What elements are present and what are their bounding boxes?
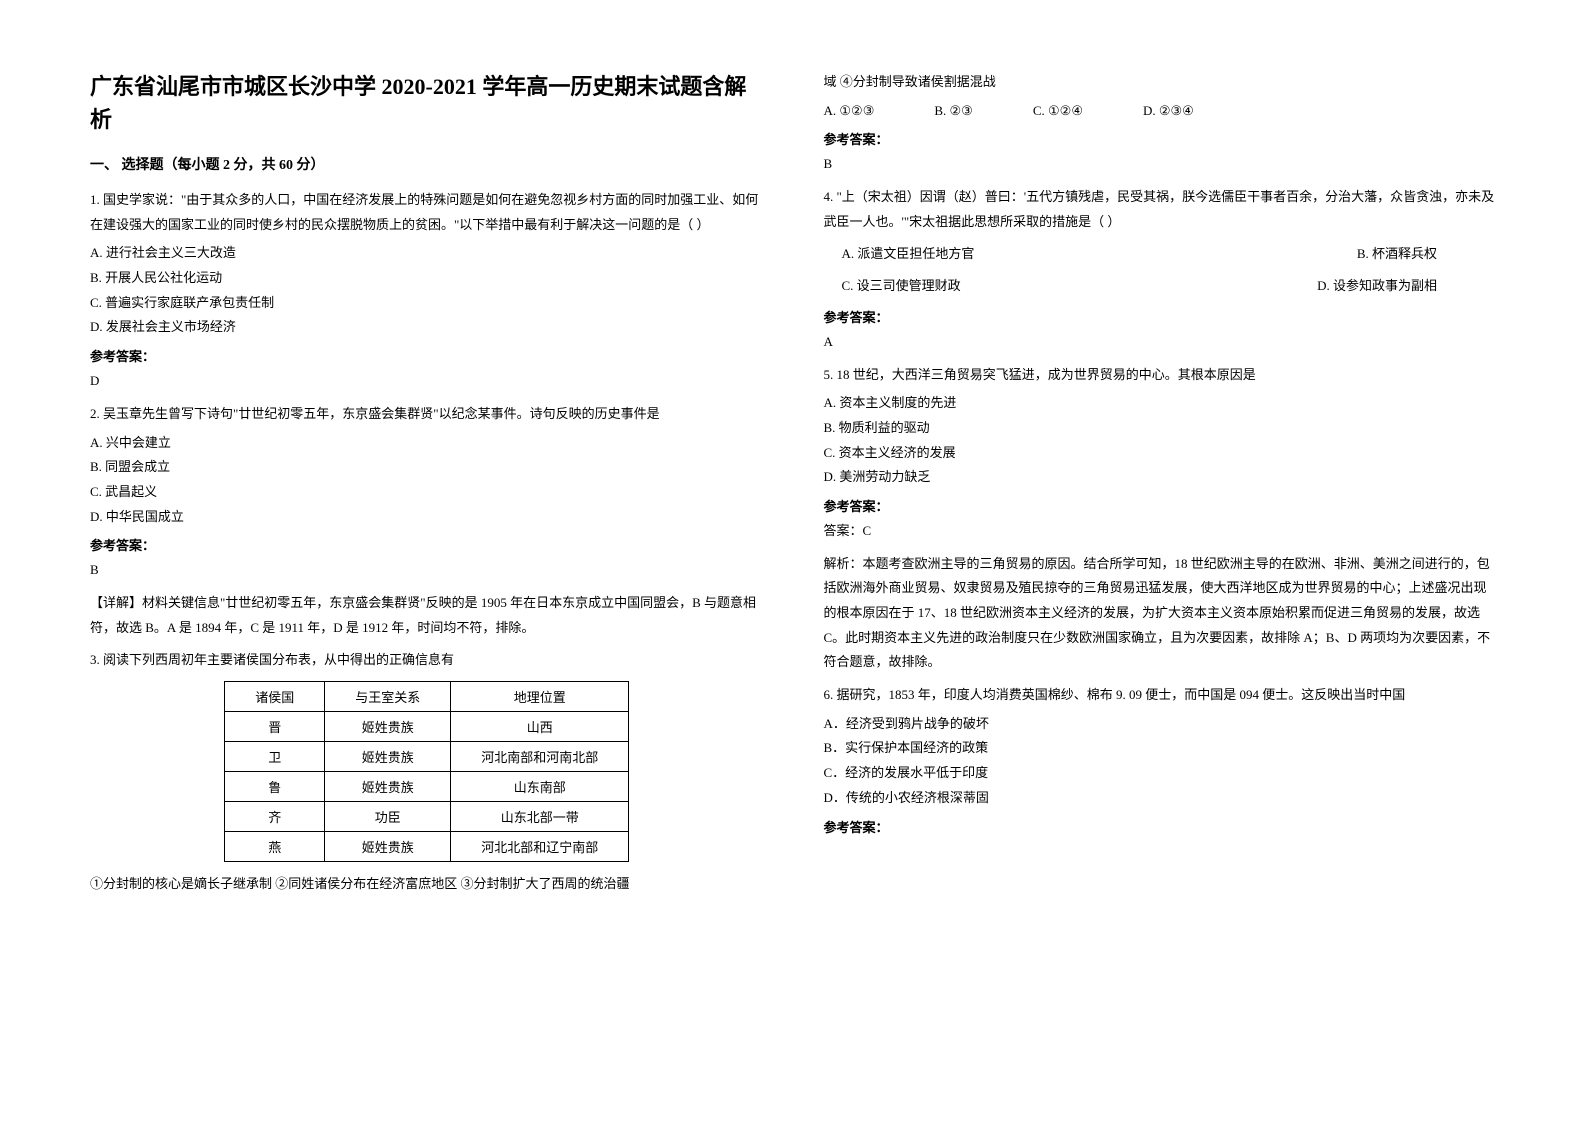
q3-option-a: A. ①②③ (824, 99, 875, 124)
q5-option-a: A. 资本主义制度的先进 (824, 391, 1498, 416)
q3-answer-label: 参考答案： (824, 129, 1498, 148)
q4-answer-label: 参考答案： (824, 307, 1498, 326)
left-column: 广东省汕尾市市城区长沙中学 2020-2021 学年高一历史期末试题含解析 一、… (90, 70, 764, 901)
table-cell: 姬姓贵族 (325, 712, 451, 742)
q2-answer-label: 参考答案： (90, 535, 764, 554)
q6-stem: 6. 据研究，1853 年，印度人均消费英国棉纱、棉布 9. 09 便士，而中国… (824, 683, 1498, 708)
table-header: 地理位置 (451, 682, 629, 712)
q5-explanation: 解析：本题考查欧洲主导的三角贸易的原因。结合所学可知，18 世纪欧洲主导的在欧洲… (824, 552, 1498, 675)
q6-option-d: D．传统的小农经济根深蒂固 (824, 786, 1498, 811)
q3-answer: B (824, 152, 1498, 177)
q4-stem: 4. "上（宋太祖）因谓（赵）普曰：'五代方镇残虐，民受其祸，朕今选儒臣干事者百… (824, 185, 1498, 234)
q4-option-a: A. 派遣文臣担任地方官 (842, 238, 975, 269)
table-cell: 山西 (451, 712, 629, 742)
q4-row1: A. 派遣文臣担任地方官 B. 杯酒释兵权 (824, 238, 1498, 269)
q3-continue: 域 ④分封制导致诸侯割据混战 (824, 70, 1498, 95)
q4-row2: C. 设三司使管理财政 D. 设参知政事为副相 (824, 270, 1498, 301)
q4-option-c: C. 设三司使管理财政 (842, 270, 961, 301)
document-title: 广东省汕尾市市城区长沙中学 2020-2021 学年高一历史期末试题含解析 (90, 70, 764, 136)
table-cell: 河北南部和河南北部 (451, 742, 629, 772)
table-cell: 姬姓贵族 (325, 832, 451, 862)
table-cell: 山东北部一带 (451, 802, 629, 832)
q1-option-b: B. 开展人民公社化运动 (90, 266, 764, 291)
q2-answer: B (90, 558, 764, 583)
q5-answer: 答案：C (824, 519, 1498, 544)
q3-stem: 3. 阅读下列西周初年主要诸侯国分布表，从中得出的正确信息有 (90, 648, 764, 673)
table-cell: 晋 (225, 712, 325, 742)
q5-stem: 5. 18 世纪，大西洋三角贸易突飞猛进，成为世界贸易的中心。其根本原因是 (824, 363, 1498, 388)
table-cell: 姬姓贵族 (325, 772, 451, 802)
table-cell: 燕 (225, 832, 325, 862)
q3-table: 诸侯国 与王室关系 地理位置 晋 姬姓贵族 山西 卫 姬姓贵族 河北南部和河南北… (224, 681, 629, 862)
table-cell: 功臣 (325, 802, 451, 832)
table-header: 与王室关系 (325, 682, 451, 712)
q6-option-b: B．实行保护本国经济的政策 (824, 736, 1498, 761)
q3-options-row: A. ①②③ B. ②③ C. ①②④ D. ②③④ (824, 99, 1498, 124)
q1-stem: 1. 国史学家说："由于其众多的人口，中国在经济发展上的特殊问题是如何在避免忽视… (90, 188, 764, 237)
q4-answer: A (824, 330, 1498, 355)
q2-option-b: B. 同盟会成立 (90, 455, 764, 480)
table-cell: 姬姓贵族 (325, 742, 451, 772)
q5-option-c: C. 资本主义经济的发展 (824, 441, 1498, 466)
table-cell: 齐 (225, 802, 325, 832)
q4-option-d: D. 设参知政事为副相 (1317, 270, 1437, 301)
q5-option-b: B. 物质利益的驱动 (824, 416, 1498, 441)
table-header: 诸侯国 (225, 682, 325, 712)
table-cell: 卫 (225, 742, 325, 772)
q1-option-c: C. 普遍实行家庭联产承包责任制 (90, 291, 764, 316)
q5-answer-label: 参考答案： (824, 496, 1498, 515)
q1-option-a: A. 进行社会主义三大改造 (90, 241, 764, 266)
table-cell: 鲁 (225, 772, 325, 802)
q3-option-d: D. ②③④ (1143, 99, 1194, 124)
table-cell: 山东南部 (451, 772, 629, 802)
q5-option-d: D. 美洲劳动力缺乏 (824, 465, 1498, 490)
q2-stem: 2. 吴玉章先生曾写下诗句"廿世纪初零五年，东京盛会集群贤"以纪念某事件。诗句反… (90, 402, 764, 427)
table-cell: 河北北部和辽宁南部 (451, 832, 629, 862)
q2-option-a: A. 兴中会建立 (90, 431, 764, 456)
q6-option-a: A．经济受到鸦片战争的破坏 (824, 712, 1498, 737)
section-header: 一、 选择题（每小题 2 分，共 60 分） (90, 154, 764, 174)
q6-option-c: C．经济的发展水平低于印度 (824, 761, 1498, 786)
q2-option-d: D. 中华民国成立 (90, 505, 764, 530)
q4-option-b: B. 杯酒释兵权 (1357, 238, 1437, 269)
q3-option-c: C. ①②④ (1033, 99, 1083, 124)
q2-explanation: 【详解】材料关键信息"廿世纪初零五年，东京盛会集群贤"反映的是 1905 年在日… (90, 591, 764, 640)
q3-footer: ①分封制的核心是嫡长子继承制 ②同姓诸侯分布在经济富庶地区 ③分封制扩大了西周的… (90, 872, 764, 897)
q2-option-c: C. 武昌起义 (90, 480, 764, 505)
q1-answer: D (90, 369, 764, 394)
q1-option-d: D. 发展社会主义市场经济 (90, 315, 764, 340)
q6-answer-label: 参考答案： (824, 817, 1498, 836)
right-column: 域 ④分封制导致诸侯割据混战 A. ①②③ B. ②③ C. ①②④ D. ②③… (824, 70, 1498, 901)
q1-answer-label: 参考答案： (90, 346, 764, 365)
q3-option-b: B. ②③ (934, 99, 972, 124)
